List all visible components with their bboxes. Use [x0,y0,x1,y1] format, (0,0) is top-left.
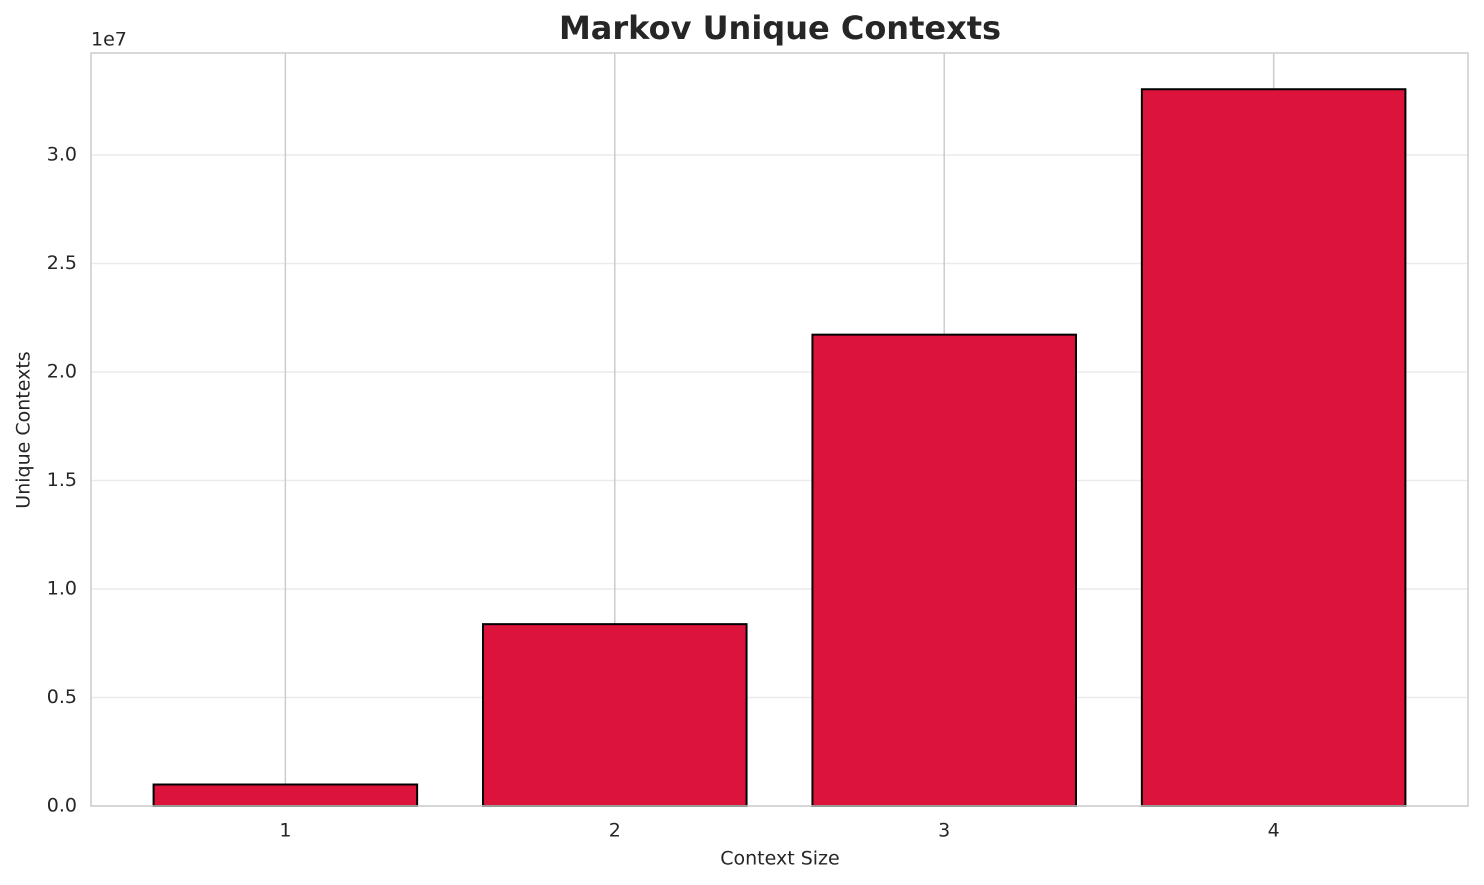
y-tick-label: 1.0 [47,577,77,599]
x-tick-label: 4 [1268,820,1280,842]
y-offset-label: 1e7 [91,29,127,51]
chart-title: Markov Unique Contexts [559,9,1001,47]
x-tick-label: 3 [938,820,950,842]
bar [811,333,1077,807]
bar [152,783,419,808]
y-axis-label: Unique Contexts [13,351,35,508]
x-axis-label: Context Size [720,848,839,870]
y-tick-label: 1.5 [47,469,77,491]
bar [1140,88,1407,807]
x-tick-label: 2 [609,820,621,842]
bar [482,623,748,808]
y-tick-label: 0.5 [47,686,77,708]
y-tick-label: 3.0 [47,143,77,165]
plot-frame [90,52,1469,807]
y-tick-label: 0.0 [47,795,77,817]
y-tick-label: 2.0 [47,360,77,382]
y-tick-label: 2.5 [47,252,77,274]
x-tick-label: 1 [279,820,291,842]
